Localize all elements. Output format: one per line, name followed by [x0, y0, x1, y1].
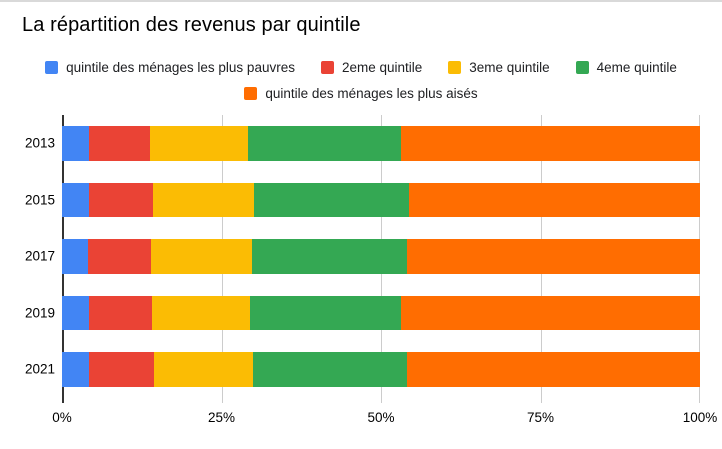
- legend: quintile des ménages les plus pauvres 2em…: [0, 57, 722, 109]
- legend-item: 2eme quintile: [320, 60, 423, 75]
- legend-item: 3eme quintile: [448, 60, 550, 75]
- bar-segment[interactable]: [62, 126, 90, 161]
- bar-segment[interactable]: [409, 182, 700, 217]
- chart-title: La répartition des revenus par quintile: [22, 14, 361, 36]
- top-border: [0, 0, 722, 2]
- bar-segment[interactable]: [151, 295, 251, 330]
- bar-segment[interactable]: [62, 182, 90, 217]
- plot-area: [62, 115, 700, 403]
- bar-segment[interactable]: [400, 295, 700, 330]
- bar-segment[interactable]: [152, 182, 255, 217]
- legend-swatch-icon: [244, 87, 258, 100]
- bar-segment[interactable]: [89, 126, 151, 161]
- legend-swatch-icon: [45, 61, 59, 74]
- legend-swatch-icon: [448, 61, 462, 74]
- bar-segment[interactable]: [62, 352, 90, 387]
- y-axis-category-label: 2015: [24, 192, 55, 208]
- bar-segment[interactable]: [89, 352, 154, 387]
- legend-label: 2eme quintile: [341, 60, 423, 75]
- y-axis-category-label: 2019: [24, 305, 55, 321]
- bar-segment[interactable]: [150, 126, 249, 161]
- bar-segment[interactable]: [248, 126, 402, 161]
- y-axis-category-label: 2021: [24, 361, 55, 377]
- bar-segment[interactable]: [87, 239, 152, 274]
- bar-segment[interactable]: [407, 352, 700, 387]
- bar-segment[interactable]: [407, 239, 700, 274]
- legend-item: 4eme quintile: [575, 60, 677, 75]
- bar-segment[interactable]: [252, 352, 408, 387]
- y-axis-category-label: 2013: [24, 135, 55, 151]
- legend-label: quintile des ménages les plus aisés: [265, 86, 478, 101]
- y-axis-category-label: 2017: [24, 248, 55, 264]
- x-axis-tick-label: 75%: [526, 410, 555, 425]
- bar-segment[interactable]: [89, 182, 153, 217]
- bar-segment[interactable]: [250, 295, 401, 330]
- legend-label: 4eme quintile: [596, 60, 677, 75]
- bar-segment[interactable]: [254, 182, 410, 217]
- bar-segment[interactable]: [153, 352, 253, 387]
- bar-segment[interactable]: [401, 126, 700, 161]
- legend-row-2: quintile des ménages les plus aisés: [0, 83, 722, 104]
- x-axis-tick-label: 50%: [367, 410, 395, 425]
- x-axis-labels: 0% 25% 50% 75% 100%: [52, 410, 717, 430]
- x-axis-tick-label: 25%: [207, 410, 236, 425]
- stacked-bar-2021: [62, 352, 700, 387]
- legend-swatch-icon: [320, 61, 334, 74]
- stacked-bar-2015: [62, 182, 700, 217]
- bar-segment[interactable]: [62, 239, 88, 274]
- legend-item: quintile des ménages les plus pauvres: [45, 60, 295, 75]
- bar-segment[interactable]: [89, 295, 152, 330]
- bar-segment[interactable]: [252, 239, 408, 274]
- bar-segment[interactable]: [151, 239, 253, 274]
- stacked-bar-2013: [62, 126, 700, 161]
- bar-segment[interactable]: [62, 295, 90, 330]
- legend-swatch-icon: [575, 61, 589, 74]
- legend-row-1: quintile des ménages les plus pauvres 2em…: [0, 57, 722, 78]
- legend-label: quintile des ménages les plus pauvres: [66, 60, 295, 75]
- x-axis-tick-label: 100%: [682, 410, 718, 425]
- legend-item: quintile des ménages les plus aisés: [244, 86, 478, 101]
- x-axis-tick-label: 0%: [52, 410, 72, 425]
- legend-label: 3eme quintile: [469, 60, 550, 75]
- stacked-bar-2019: [62, 295, 700, 330]
- stacked-bar-2017: [62, 239, 700, 274]
- y-axis-labels: 2013 2015 2017 2019 2021: [0, 115, 55, 403]
